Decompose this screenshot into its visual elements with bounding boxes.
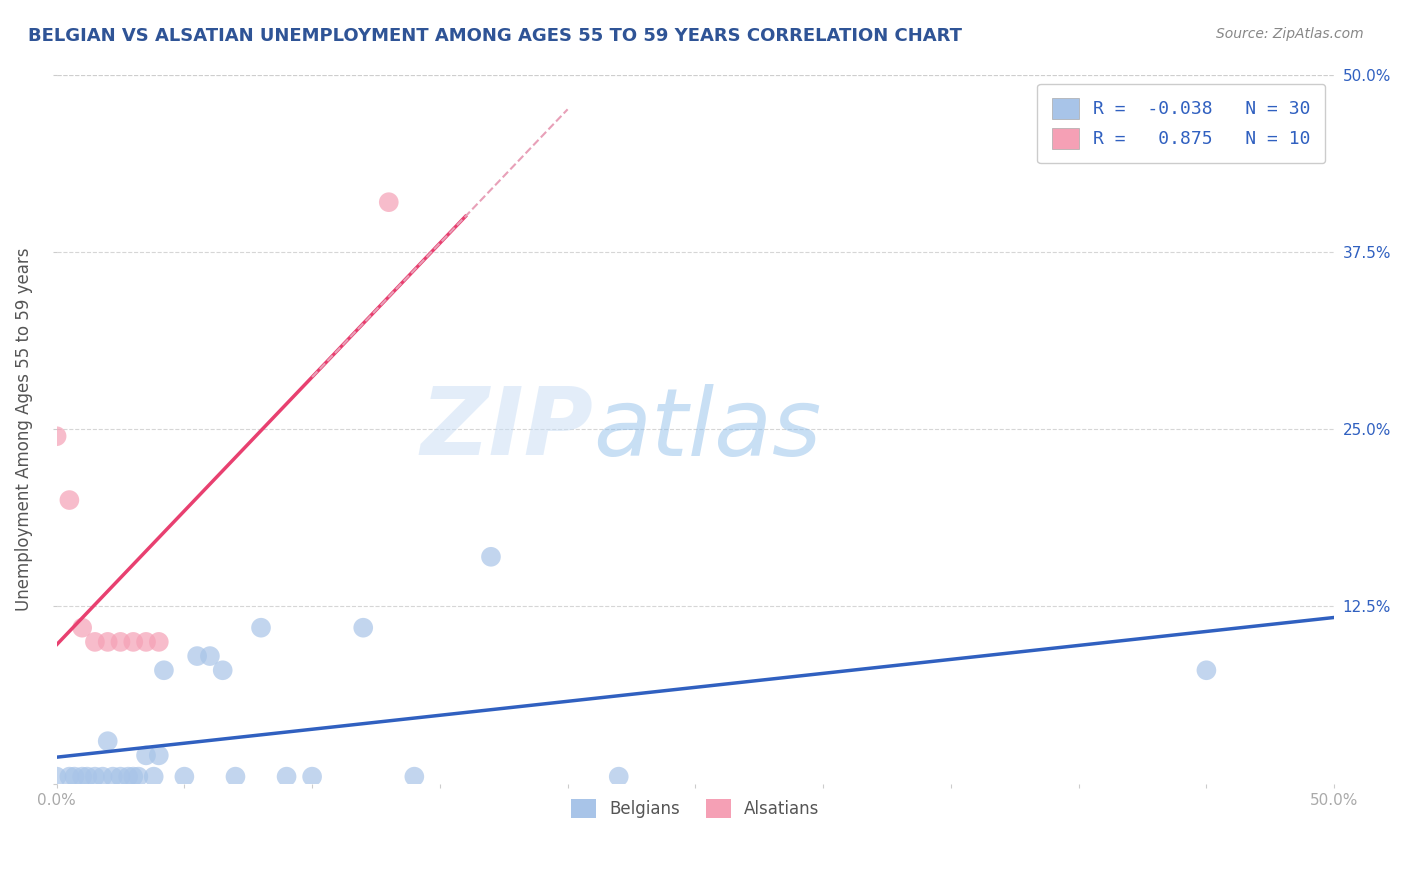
Point	[211, 663, 233, 677]
Point	[135, 748, 157, 763]
Point	[91, 770, 114, 784]
Point	[404, 770, 426, 784]
Point	[110, 635, 132, 649]
Point	[148, 635, 170, 649]
Point	[70, 621, 93, 635]
Point	[110, 770, 132, 784]
Text: atlas: atlas	[593, 384, 821, 475]
Point	[224, 770, 246, 784]
Point	[84, 635, 107, 649]
Y-axis label: Unemployment Among Ages 55 to 59 years: Unemployment Among Ages 55 to 59 years	[15, 247, 32, 611]
Point	[378, 195, 401, 210]
Point	[1195, 663, 1218, 677]
Text: Source: ZipAtlas.com: Source: ZipAtlas.com	[1216, 27, 1364, 41]
Point	[122, 635, 145, 649]
Point	[148, 748, 170, 763]
Point	[63, 770, 86, 784]
Point	[135, 635, 157, 649]
Point	[153, 663, 176, 677]
Point	[607, 770, 630, 784]
Point	[250, 621, 273, 635]
Point	[101, 770, 124, 784]
Text: BELGIAN VS ALSATIAN UNEMPLOYMENT AMONG AGES 55 TO 59 YEARS CORRELATION CHART: BELGIAN VS ALSATIAN UNEMPLOYMENT AMONG A…	[28, 27, 962, 45]
Point	[186, 649, 208, 664]
Point	[76, 770, 98, 784]
Point	[127, 770, 149, 784]
Point	[45, 429, 67, 443]
Point	[58, 493, 80, 508]
Point	[122, 770, 145, 784]
Point	[70, 770, 93, 784]
Point	[97, 635, 120, 649]
Text: ZIP: ZIP	[420, 384, 593, 475]
Point	[173, 770, 195, 784]
Legend: Belgians, Alsatians: Belgians, Alsatians	[565, 792, 825, 825]
Point	[84, 770, 107, 784]
Point	[142, 770, 165, 784]
Point	[198, 649, 221, 664]
Point	[97, 734, 120, 748]
Point	[479, 549, 502, 564]
Point	[45, 770, 67, 784]
Point	[117, 770, 139, 784]
Point	[276, 770, 298, 784]
Point	[352, 621, 374, 635]
Point	[301, 770, 323, 784]
Point	[58, 770, 80, 784]
